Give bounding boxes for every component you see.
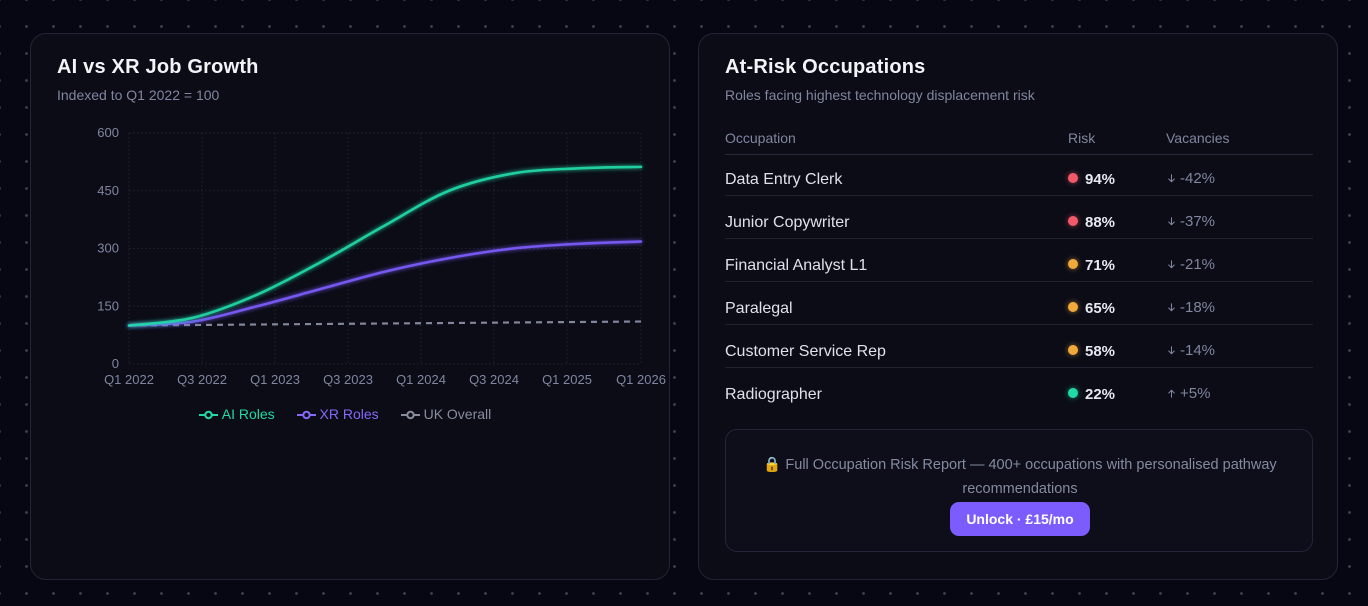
- svg-text:Q1 2025: Q1 2025: [542, 372, 592, 387]
- svg-text:Q3 2023: Q3 2023: [323, 372, 373, 387]
- svg-text:300: 300: [97, 241, 119, 256]
- svg-text:0: 0: [112, 356, 119, 371]
- svg-text:150: 150: [97, 298, 119, 313]
- svg-text:Q3 2024: Q3 2024: [469, 372, 519, 387]
- svg-text:450: 450: [97, 183, 119, 198]
- svg-text:Q3 2022: Q3 2022: [177, 372, 227, 387]
- svg-text:Q1 2023: Q1 2023: [250, 372, 300, 387]
- svg-text:600: 600: [97, 125, 119, 140]
- svg-text:Q1 2022: Q1 2022: [104, 372, 154, 387]
- svg-text:Q1 2026: Q1 2026: [616, 372, 666, 387]
- svg-text:Q1 2024: Q1 2024: [396, 372, 446, 387]
